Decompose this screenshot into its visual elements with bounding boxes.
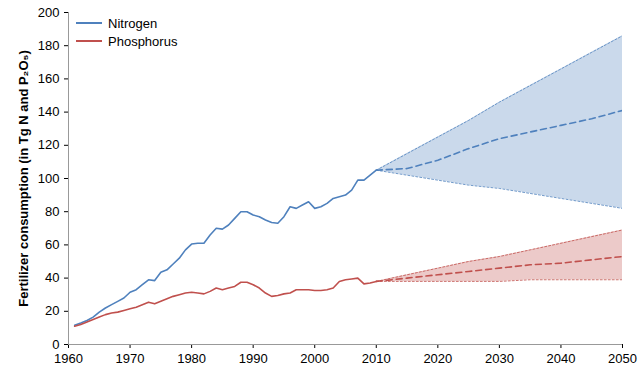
svg-text:Fertilizer consumption (in Tg: Fertilizer consumption (in Tg N and P₂O₅… [16,50,31,307]
svg-text:180: 180 [38,38,60,53]
svg-text:2020: 2020 [423,351,452,366]
svg-text:100: 100 [38,171,60,186]
svg-text:1970: 1970 [116,351,145,366]
svg-text:120: 120 [38,137,60,152]
svg-text:2010: 2010 [362,351,391,366]
svg-text:1990: 1990 [239,351,268,366]
html-text:Nitrogen: Nitrogen [108,15,158,31]
svg-text:140: 140 [38,104,60,119]
svg-text:200: 200 [38,5,60,20]
svg-text:60: 60 [45,237,59,252]
svg-text:40: 40 [45,270,59,285]
svg-text:160: 160 [38,71,60,86]
svg-text:20: 20 [45,303,59,318]
svg-text:80: 80 [45,204,59,219]
svg-text:2000: 2000 [300,351,329,366]
svg-text:0: 0 [52,337,59,352]
svg-text:2040: 2040 [546,351,575,366]
svg-text:1960: 1960 [54,351,83,366]
svg-text:1980: 1980 [177,351,206,366]
svg-text:2030: 2030 [485,351,514,366]
svg-text:2050: 2050 [608,351,637,366]
html-text:Phosphorus: Phosphorus [108,33,178,49]
